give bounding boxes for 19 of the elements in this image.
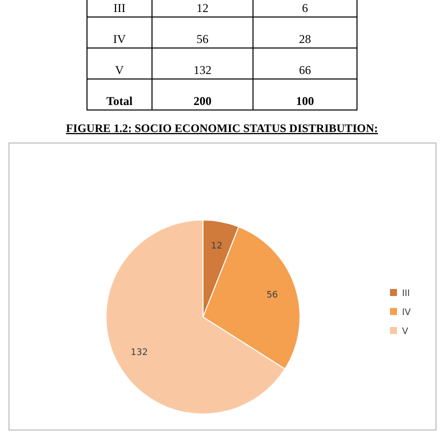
category-label: V xyxy=(115,63,124,77)
data-label: 100 xyxy=(296,94,314,108)
data-label: 200 xyxy=(194,94,212,108)
data-label: 66 xyxy=(299,63,311,77)
category-label: III xyxy=(114,1,126,15)
data-label: 12 xyxy=(196,1,208,15)
data-label: 56 xyxy=(196,32,208,46)
legend-label: IV xyxy=(402,308,412,318)
data-label: 132 xyxy=(194,63,212,77)
data-label: 56 xyxy=(266,290,278,301)
legend-label: V xyxy=(402,327,409,337)
category-label: Total xyxy=(106,94,134,108)
data-label: 132 xyxy=(130,348,148,358)
data-label: 6 xyxy=(302,1,308,15)
chart-title: FIGURE 1.2: SOCIO ECONOMIC STATUS DISTRIBUTION: xyxy=(66,123,378,135)
category-label: IV xyxy=(113,32,126,46)
data-label: 28 xyxy=(299,32,311,46)
data-label: 12 xyxy=(210,242,222,252)
legend-label: III xyxy=(402,289,410,299)
